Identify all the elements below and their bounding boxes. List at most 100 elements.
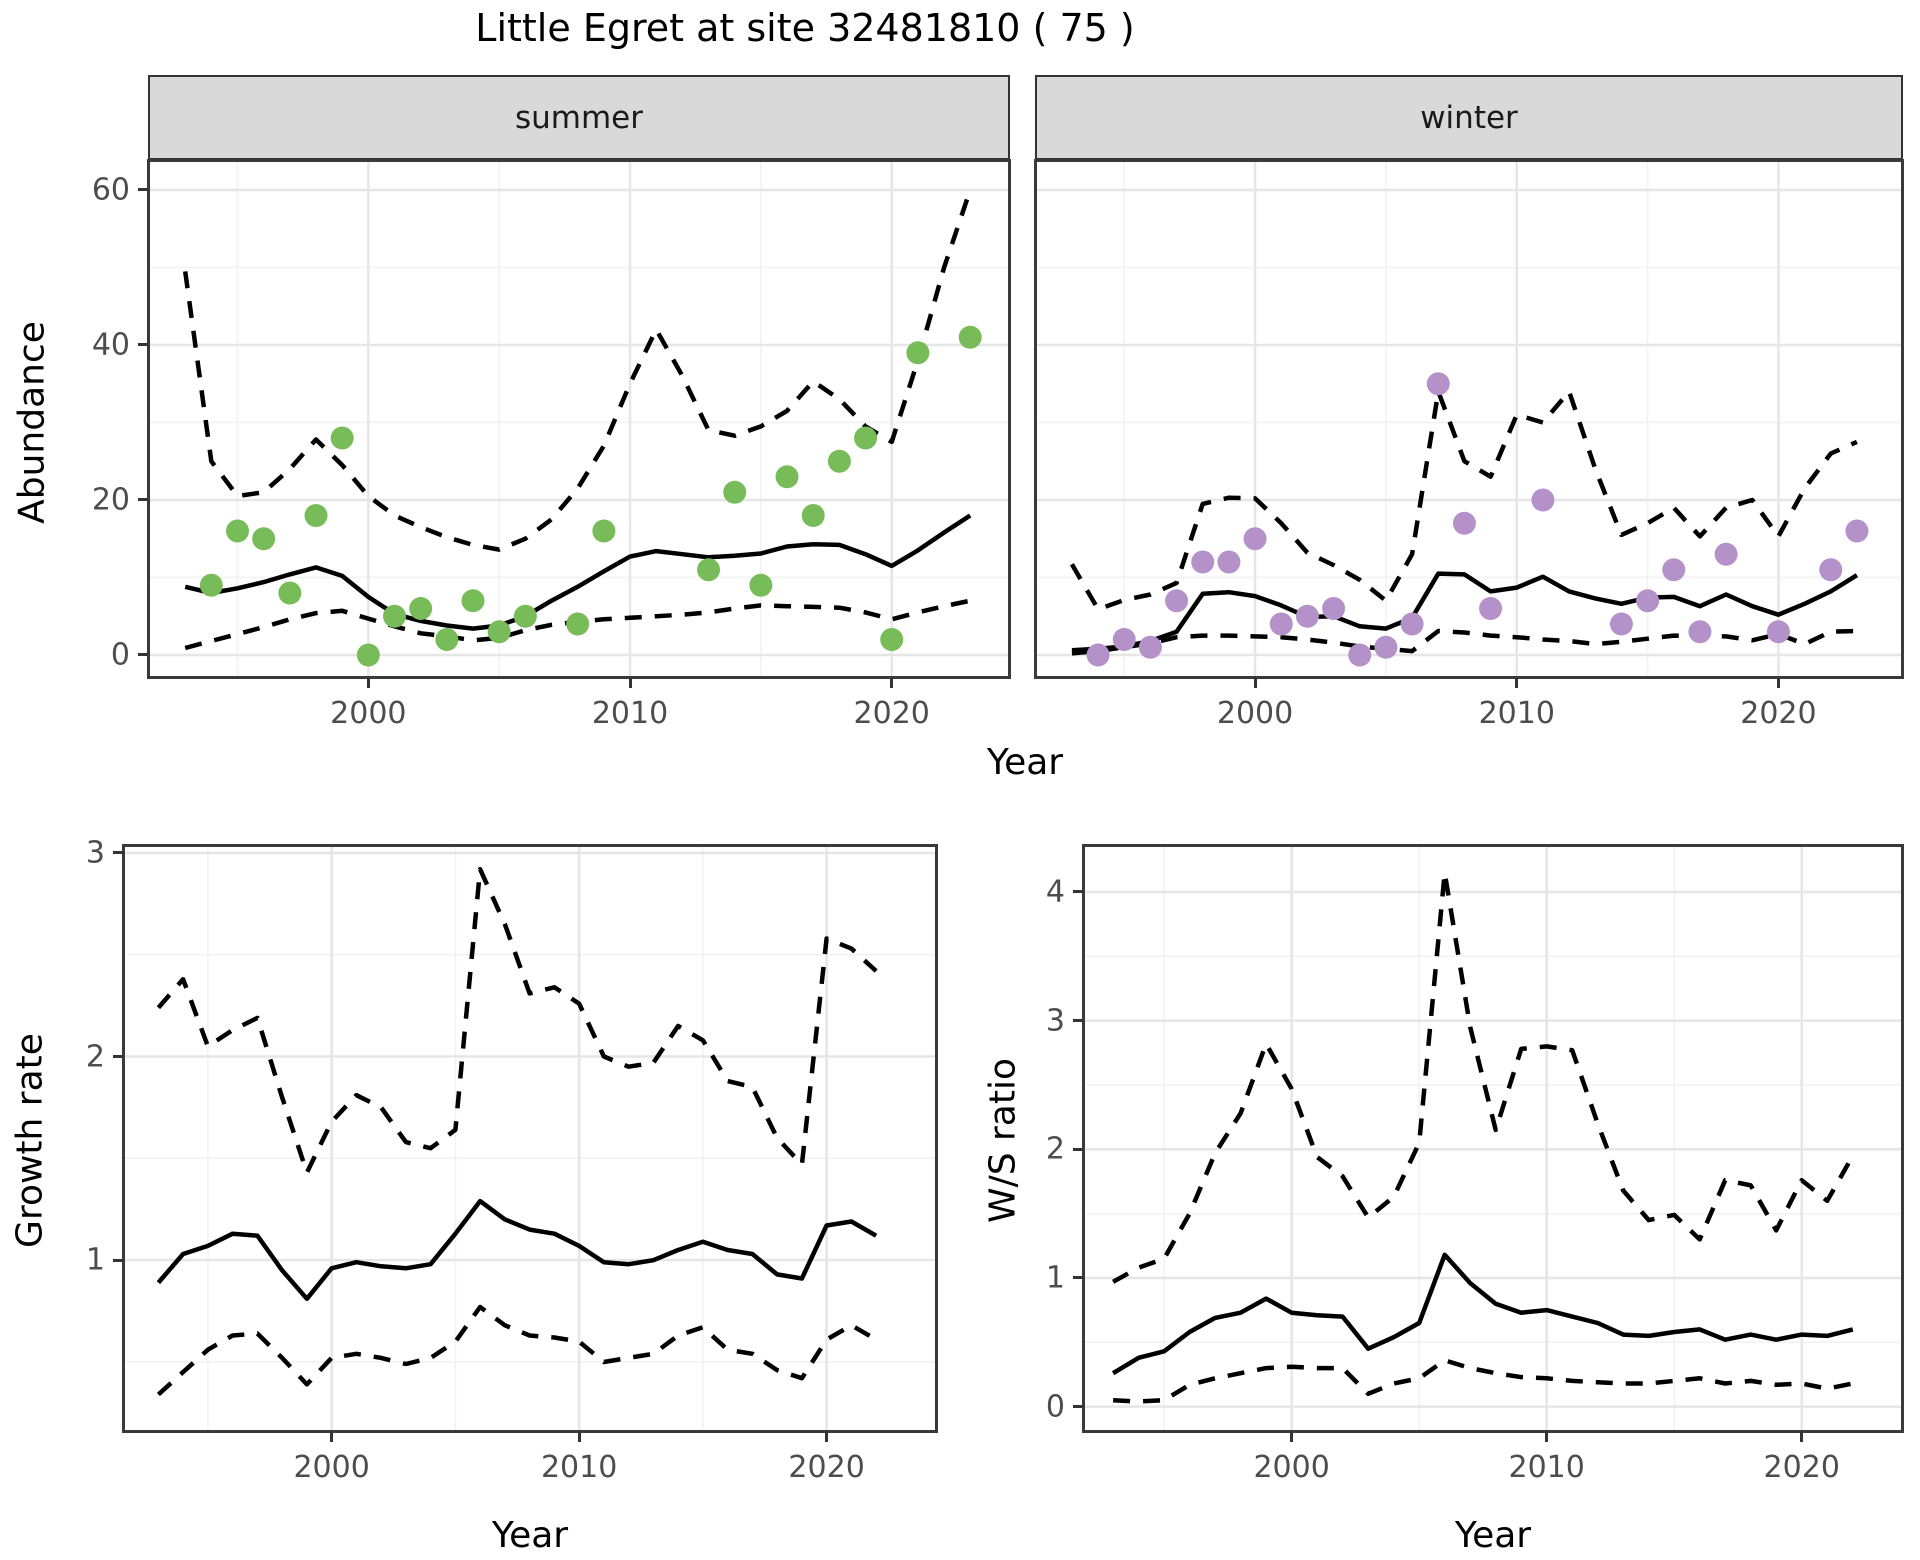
- summer-observation-point: [749, 573, 773, 597]
- winter-observation-point: [1191, 550, 1215, 574]
- panel-winter: [1035, 160, 1903, 678]
- x-tick-mark: [1776, 678, 1780, 688]
- winter-observation-point: [1348, 643, 1372, 667]
- y-tick-label: 4: [1045, 874, 1065, 910]
- y-tick-label: 0: [1045, 1389, 1065, 1425]
- summer-observation-point: [225, 519, 249, 543]
- y-tick-mark: [138, 498, 148, 502]
- summer-observation-point: [278, 581, 302, 605]
- winter-observation-point: [1766, 620, 1790, 644]
- winter-observation-point: [1295, 604, 1319, 628]
- summer-observation-point: [330, 426, 354, 450]
- summer-observation-point: [199, 573, 223, 597]
- winter-observation-point: [1452, 511, 1476, 535]
- y-tick-mark: [138, 653, 148, 657]
- y-tick-label: 3: [1045, 1003, 1065, 1039]
- x-tick-mark: [577, 1432, 581, 1442]
- x-tick-mark: [1515, 678, 1519, 688]
- x-tick-mark: [890, 678, 894, 688]
- winter-observation-point: [1400, 612, 1424, 636]
- y-tick-label: 2: [85, 1039, 105, 1075]
- summer-observation-point: [880, 627, 904, 651]
- panel-growth-rate: [123, 845, 937, 1432]
- winter-observation-point: [1138, 635, 1162, 659]
- panel-summer: [148, 160, 1010, 678]
- summer-observation-point: [461, 589, 485, 613]
- x-tick-label: 2010: [1478, 696, 1555, 731]
- x-tick-label: 2020: [788, 1450, 865, 1485]
- summer-observation-point: [487, 620, 511, 644]
- ws-ratio-lower-ci-line: [1112, 1358, 1854, 1404]
- summer-observation-point: [592, 519, 616, 543]
- x-tick-mark: [1545, 1432, 1549, 1442]
- x-tick-mark: [825, 1432, 829, 1442]
- facet-strip-winter: winter: [1035, 75, 1903, 160]
- growth-rate-trend-line: [156, 1198, 878, 1302]
- summer-observation-point: [409, 596, 433, 620]
- summer-observation-point: [697, 558, 721, 582]
- winter-observation-point: [1322, 596, 1346, 620]
- winter-observation-point: [1086, 643, 1110, 667]
- summer-observation-point: [854, 426, 878, 450]
- x-tick-label: 2000: [1253, 1450, 1330, 1485]
- y-tick-label: 60: [91, 172, 130, 208]
- summer-observation-point: [723, 480, 747, 504]
- ws-ratio-trend-line: [1111, 1252, 1854, 1376]
- summer-observation-point: [906, 341, 930, 365]
- facet-strip-summer-label: summer: [514, 99, 643, 136]
- y-tick-label: 3: [85, 835, 105, 871]
- y-tick-mark: [1073, 1405, 1083, 1409]
- summer-observation-point: [958, 325, 982, 349]
- x-tick-label: 2020: [1740, 696, 1817, 731]
- summer-observation-point: [801, 503, 825, 527]
- x-axis-title-year-ws: Year: [1454, 1515, 1532, 1556]
- x-tick-mark: [366, 678, 370, 688]
- y-axis-title-abundance: Abundance: [11, 321, 53, 524]
- y-tick-mark: [1073, 1147, 1083, 1151]
- y-tick-label: 20: [91, 482, 130, 518]
- y-tick-mark: [1073, 1019, 1083, 1023]
- winter-observation-point: [1426, 372, 1450, 396]
- summer-observation-point: [513, 604, 537, 628]
- x-tick-mark: [330, 1432, 334, 1442]
- summer-observation-point: [252, 527, 276, 551]
- winter-observation-point: [1243, 527, 1267, 551]
- x-tick-mark: [1253, 678, 1257, 688]
- y-tick-label: 1: [1045, 1260, 1065, 1296]
- x-tick-label: 2020: [853, 696, 930, 731]
- winter-lower-ci-line: [1071, 628, 1857, 656]
- winter-observation-point: [1662, 558, 1686, 582]
- winter-observation-point: [1636, 589, 1660, 613]
- winter-observation-point: [1688, 620, 1712, 644]
- summer-observation-point: [775, 465, 799, 489]
- x-tick-mark: [1290, 1432, 1294, 1442]
- y-tick-mark: [1073, 1276, 1083, 1280]
- x-axis-title-year-growth: Year: [491, 1515, 569, 1556]
- summer-observation-point: [383, 604, 407, 628]
- summer-observation-point: [566, 612, 590, 636]
- winter-observation-point: [1165, 589, 1189, 613]
- summer-upper-ci-line: [182, 189, 973, 552]
- summer-observation-point: [304, 503, 328, 527]
- winter-observation-point: [1479, 596, 1503, 620]
- y-tick-label: 2: [1045, 1131, 1065, 1167]
- x-tick-mark: [628, 678, 632, 688]
- growth-rate-upper-ci-line: [156, 866, 878, 1175]
- y-tick-mark: [138, 343, 148, 347]
- winter-upper-ci-line: [1069, 389, 1858, 612]
- winter-observation-point: [1609, 612, 1633, 636]
- growth-rate-lower-ci-line: [156, 1304, 878, 1397]
- winter-observation-point: [1269, 612, 1293, 636]
- x-tick-label: 2010: [591, 696, 669, 731]
- panel-ws-ratio: [1083, 845, 1903, 1432]
- x-tick-label: 2010: [540, 1450, 618, 1485]
- plot-title: Little Egret at site 32481810 ( 75 ): [475, 6, 1135, 50]
- facet-strip-summer: summer: [148, 75, 1010, 160]
- summer-observation-point: [827, 449, 851, 473]
- winter-observation-point: [1374, 635, 1398, 659]
- y-tick-mark: [113, 1258, 123, 1262]
- y-tick-label: 0: [110, 637, 130, 673]
- x-tick-label: 2000: [330, 696, 407, 731]
- winter-observation-point: [1845, 519, 1869, 543]
- x-tick-label: 2020: [1763, 1450, 1840, 1485]
